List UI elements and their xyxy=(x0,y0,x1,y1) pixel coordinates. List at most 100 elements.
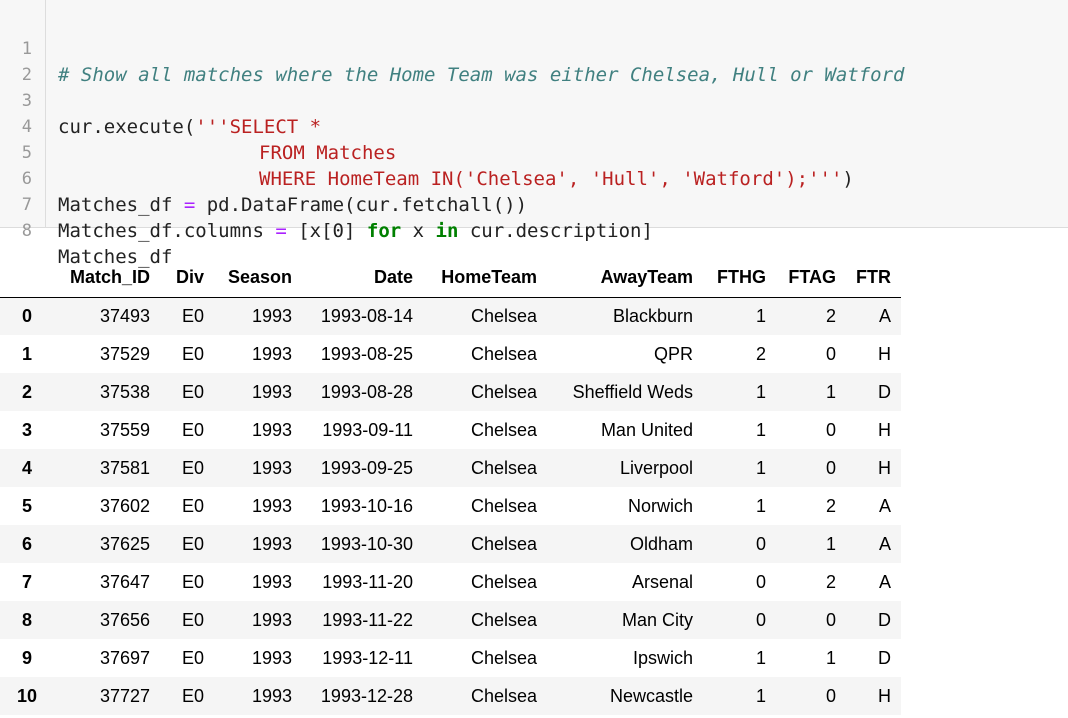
cell-date: 1993-08-14 xyxy=(320,305,413,326)
cell-season: 1993 xyxy=(251,495,292,516)
code-line-6: 6 Matches_df = pd.DataFrame(cur.fetchall… xyxy=(0,140,1068,216)
cell-match-id: 37559 xyxy=(99,419,150,440)
cell-fthg: 0 xyxy=(755,609,766,630)
column-header-div: Div xyxy=(160,259,214,298)
cell-home-team: Chelsea xyxy=(470,609,537,630)
row-index: 0 xyxy=(21,305,32,326)
table-row: 9 37697 E0 1993 1993-12-11 Chelsea Ipswich 1 1 D xyxy=(0,639,901,677)
code-expression: x xyxy=(401,220,436,242)
cell-away-team: Norwich xyxy=(627,495,693,516)
column-header-index xyxy=(0,259,54,298)
cell-div: E0 xyxy=(181,457,204,478)
cell-div: E0 xyxy=(181,685,204,706)
cell-ftag: 0 xyxy=(825,457,836,478)
cell-div: E0 xyxy=(181,419,204,440)
code-expression: cur.description] xyxy=(458,220,653,242)
code-keyword-in: in xyxy=(435,220,459,242)
cell-date: 1993-11-20 xyxy=(322,571,413,592)
code-keyword-for: for xyxy=(366,220,402,242)
cell-season: 1993 xyxy=(251,685,292,706)
cell-ftr: H xyxy=(878,685,891,706)
cell-season: 1993 xyxy=(251,419,292,440)
cell-match-id: 37538 xyxy=(99,381,150,402)
cell-fthg: 1 xyxy=(755,685,766,706)
cell-away-team: Man City xyxy=(621,609,693,630)
cell-ftag: 2 xyxy=(825,495,836,516)
code-cell[interactable]: 1 # Show all matches where the Home Team… xyxy=(0,0,1068,268)
cell-away-team: Newcastle xyxy=(609,685,693,706)
cell-ftr: A xyxy=(878,495,891,516)
cell-ftr: A xyxy=(878,533,891,554)
table-row: 1 37529 E0 1993 1993-08-25 Chelsea QPR 2 0 H xyxy=(0,335,901,373)
cell-season: 1993 xyxy=(251,533,292,554)
row-index: 10 xyxy=(16,685,38,706)
cell-ftag: 0 xyxy=(825,685,836,706)
cell-ftr: H xyxy=(878,343,891,364)
cell-ftag: 1 xyxy=(825,647,836,668)
table-row: 5 37602 E0 1993 1993-10-16 Chelsea Norwich 1 2 A xyxy=(0,487,901,525)
cell-date: 1993-08-25 xyxy=(320,343,413,364)
cell-ftag: 1 xyxy=(825,381,836,402)
cell-season: 1993 xyxy=(251,647,292,668)
code-call: cur.execute( xyxy=(58,116,196,138)
row-index: 7 xyxy=(21,571,32,592)
cell-home-team: Chelsea xyxy=(470,533,537,554)
cell-div: E0 xyxy=(181,343,204,364)
cell-match-id: 37647 xyxy=(99,571,150,592)
cell-ftr: D xyxy=(878,381,891,402)
code-line-4: 4 FROM Matches xyxy=(0,88,1068,164)
cell-away-team: Arsenal xyxy=(631,571,693,592)
table-row: 2 37538 E0 1993 1993-08-28 Chelsea Sheffield W… xyxy=(0,373,901,411)
cell-ftag: 0 xyxy=(825,419,836,440)
cell-fthg: 1 xyxy=(755,381,766,402)
row-index: 8 xyxy=(21,609,32,630)
row-index: 4 xyxy=(21,457,32,478)
code-paren: ) xyxy=(842,168,854,190)
cell-div: E0 xyxy=(181,609,204,630)
code-expression: [x[0] xyxy=(286,220,367,242)
row-index: 6 xyxy=(21,533,32,554)
line-number: 4 xyxy=(21,117,32,137)
line-number: 7 xyxy=(21,195,32,215)
row-index: 1 xyxy=(21,343,32,364)
cell-ftr: A xyxy=(878,571,891,592)
line-number: 2 xyxy=(21,65,32,85)
cell-home-team: Chelsea xyxy=(470,685,537,706)
cell-div: E0 xyxy=(181,533,204,554)
column-header-match-id: Match_ID xyxy=(54,259,160,298)
cell-home-team: Chelsea xyxy=(470,647,537,668)
cell-div: E0 xyxy=(181,305,204,326)
cell-ftr: D xyxy=(878,647,891,668)
code-string: '''SELECT * xyxy=(195,116,322,138)
code-variable: Matches_df.columns xyxy=(58,220,276,242)
cell-match-id: 37727 xyxy=(99,685,150,706)
row-index: 2 xyxy=(21,381,32,402)
table-row: 8 37656 E0 1993 1993-11-22 Chelsea Man City 0 0 D xyxy=(0,601,901,639)
cell-div: E0 xyxy=(181,495,204,516)
cell-date: 1993-10-30 xyxy=(320,533,413,554)
cell-date: 1993-09-11 xyxy=(322,419,413,440)
cell-div: E0 xyxy=(181,571,204,592)
cell-ftr: A xyxy=(878,305,891,326)
cell-home-team: Chelsea xyxy=(470,419,537,440)
cell-away-team: Blackburn xyxy=(612,305,693,326)
code-variable: Matches_df xyxy=(58,194,184,216)
cell-home-team: Chelsea xyxy=(470,571,537,592)
cell-ftag: 0 xyxy=(825,343,836,364)
cell-away-team: Ipswich xyxy=(632,647,693,668)
code-string: FROM Matches xyxy=(259,142,397,164)
cell-match-id: 37529 xyxy=(99,343,150,364)
cell-ftag: 1 xyxy=(825,533,836,554)
cell-fthg: 1 xyxy=(755,457,766,478)
column-header-fthg: FTHG xyxy=(703,259,776,298)
cell-ftr: H xyxy=(878,457,891,478)
cell-season: 1993 xyxy=(251,343,292,364)
column-header-away-team: AwayTeam xyxy=(547,259,703,298)
code-string: WHERE HomeTeam IN('Chelsea', 'Hull', 'Wa… xyxy=(259,168,843,190)
cell-match-id: 37493 xyxy=(99,305,150,326)
cell-season: 1993 xyxy=(251,305,292,326)
cell-away-team: Sheffield Weds xyxy=(572,381,693,402)
cell-date: 1993-12-28 xyxy=(320,685,413,706)
cell-date: 1993-08-28 xyxy=(320,381,413,402)
cell-away-team: Man United xyxy=(600,419,693,440)
